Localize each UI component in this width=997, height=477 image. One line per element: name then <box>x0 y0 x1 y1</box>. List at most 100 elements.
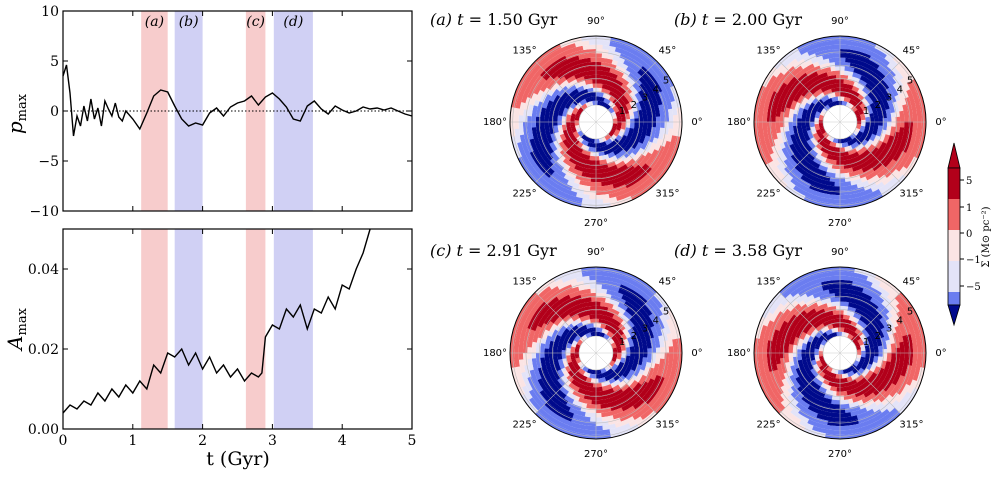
density-cell <box>613 300 620 307</box>
density-cell <box>619 298 627 305</box>
density-cell <box>582 71 588 77</box>
density-cell <box>672 373 680 383</box>
density-cell <box>888 134 895 142</box>
density-cell <box>598 323 602 328</box>
density-cell <box>836 156 841 161</box>
density-cell <box>833 318 838 324</box>
density-cell <box>570 162 577 169</box>
density-cell <box>892 74 900 83</box>
density-cell <box>873 124 879 129</box>
density-cell <box>609 333 615 338</box>
density-cell <box>865 350 870 353</box>
density-cell <box>824 105 830 111</box>
density-cell <box>538 407 547 416</box>
density-cell <box>820 50 829 56</box>
density-cell <box>530 405 539 415</box>
density-cell <box>623 322 629 329</box>
density-cell <box>634 117 639 122</box>
density-cell <box>777 87 785 96</box>
density-cell <box>894 142 901 150</box>
density-cell <box>519 148 527 158</box>
density-cell <box>805 119 811 123</box>
density-cell <box>592 83 596 88</box>
density-cell <box>623 377 630 384</box>
density-cell <box>627 293 636 301</box>
density-cell <box>859 129 865 133</box>
density-cell <box>827 189 835 195</box>
density-cell <box>839 318 843 324</box>
colorbar-tick-5: 5 <box>966 176 972 187</box>
density-cell <box>623 146 630 153</box>
density-cell <box>828 412 836 418</box>
density-cell <box>914 331 921 340</box>
density-cell <box>763 318 770 328</box>
time-band <box>273 11 313 211</box>
density-cell <box>543 304 551 312</box>
density-cell <box>920 106 926 115</box>
density-cell <box>630 178 639 186</box>
density-cell <box>581 433 590 439</box>
density-cell <box>630 352 635 357</box>
density-cell <box>779 94 786 102</box>
density-cell <box>867 99 874 105</box>
density-cell <box>854 334 860 340</box>
density-cell <box>641 149 649 157</box>
density-cell <box>910 134 917 143</box>
density-cell <box>540 338 547 345</box>
density-cell <box>647 121 652 127</box>
density-cell <box>608 81 615 88</box>
density-cell <box>774 174 783 184</box>
density-cell <box>557 185 566 193</box>
density-cell <box>543 98 550 105</box>
density-cell <box>793 405 801 414</box>
density-cell <box>607 184 615 190</box>
density-cell <box>797 114 803 119</box>
density-cell <box>543 318 551 326</box>
density-cell <box>648 392 657 400</box>
density-cell <box>620 111 625 116</box>
density-cell <box>620 385 627 392</box>
density-cell <box>582 104 587 110</box>
density-cell <box>544 344 550 350</box>
density-cell <box>633 114 639 119</box>
density-cell <box>604 98 609 104</box>
density-cell <box>784 112 790 118</box>
density-cell <box>861 350 866 353</box>
density-cell <box>562 341 568 346</box>
density-cell <box>568 176 576 183</box>
density-cell <box>805 353 811 357</box>
density-cell <box>840 404 846 409</box>
density-cell <box>787 55 796 64</box>
density-cell <box>806 330 812 337</box>
density-cell <box>610 342 616 346</box>
density-cell <box>826 49 835 55</box>
density-cell <box>585 84 591 89</box>
density-cell <box>867 152 874 159</box>
density-cell <box>571 148 577 154</box>
density-cell <box>765 371 772 380</box>
density-cell <box>826 154 832 160</box>
density-cell <box>775 116 781 123</box>
density-cell <box>916 128 922 137</box>
density-cell <box>558 127 563 133</box>
density-cell <box>779 122 785 128</box>
density-cell <box>561 423 571 430</box>
density-cell <box>572 413 580 420</box>
density-cell <box>529 138 536 146</box>
density-cell <box>756 323 764 333</box>
density-cell <box>601 372 605 378</box>
density-cell <box>566 119 571 123</box>
density-cell <box>829 93 834 98</box>
density-cell <box>580 325 586 331</box>
density-cell <box>859 113 865 117</box>
density-cell <box>821 333 827 339</box>
density-cell <box>859 306 866 313</box>
density-cell <box>822 289 830 296</box>
density-cell <box>838 138 841 144</box>
hole-spoke <box>583 109 597 123</box>
density-cell <box>825 389 831 395</box>
density-cell <box>767 334 774 342</box>
density-cell <box>855 366 860 372</box>
density-cell <box>614 340 620 344</box>
density-cell <box>599 373 603 379</box>
